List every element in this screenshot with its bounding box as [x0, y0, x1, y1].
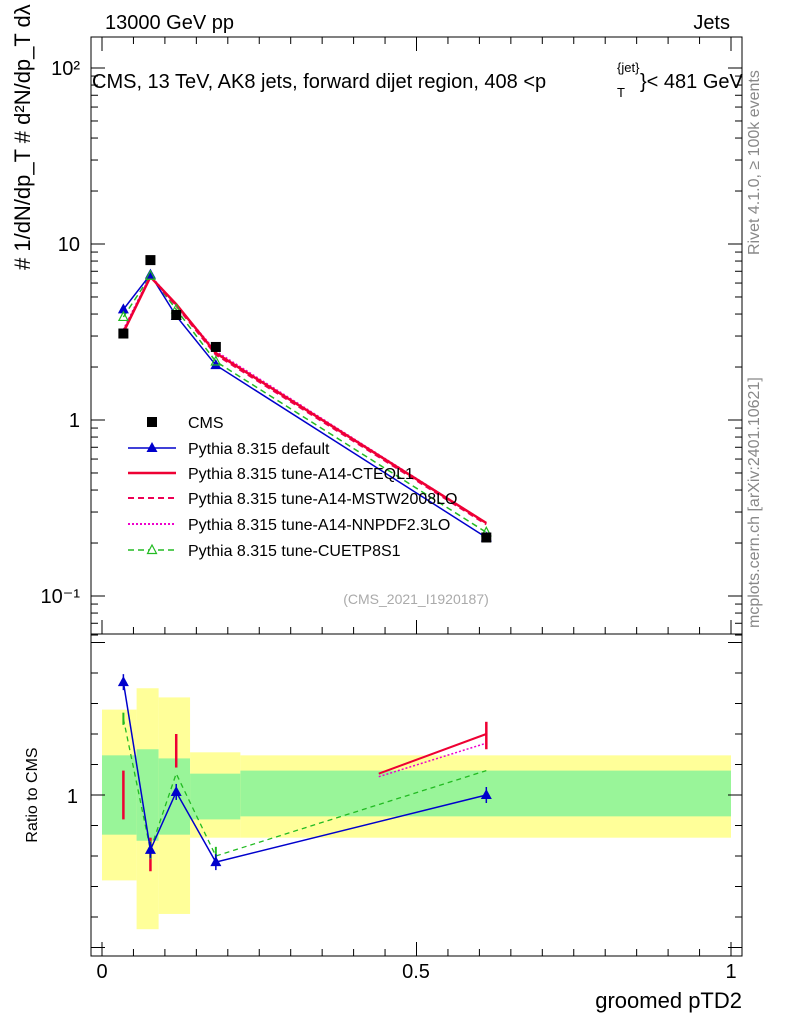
- legend-marker-cms: [147, 417, 157, 427]
- rivet-label: Rivet 4.1.0, ≥ 100k events: [746, 70, 763, 255]
- band-inner-1: [136, 749, 159, 841]
- band-inner-0: [102, 755, 137, 835]
- cms-point: [171, 309, 182, 320]
- ratio-tick-1: 1: [67, 786, 78, 808]
- y-axis-label-top: # 1/dN/dp_T # d²N/dp_T dλ: [10, 4, 35, 270]
- legend-label-cteql1: Pythia 8.315 tune-A14-CTEQL1: [188, 466, 414, 483]
- plot-title-main: CMS, 13 TeV, AK8 jets, forward dijet reg…: [92, 71, 546, 93]
- series-line-cuetp8s1: [122, 274, 487, 533]
- ratio-line-cuetp8s1: [122, 718, 487, 857]
- cuetp8s1-point: [117, 310, 129, 322]
- legend-label-nnpdf: Pythia 8.315 tune-A14-NNPDF2.3LO: [188, 517, 450, 534]
- default-point: [117, 303, 129, 314]
- y-axis-label-ratio: Ratio to CMS: [24, 747, 41, 842]
- plot-title-subscript: T: [617, 85, 625, 100]
- plot-title-superscript: {jet}: [617, 60, 640, 75]
- uncertainty-bands: [102, 688, 731, 930]
- legend-label-mstw: Pythia 8.315 tune-A14-MSTW2008LO: [188, 491, 457, 508]
- x-tick-0.5: 0.5: [402, 961, 430, 983]
- legend-label-cms: CMS: [188, 415, 224, 432]
- plot-title: CMS, 13 TeV, AK8 jets, forward dijet reg…: [92, 71, 546, 93]
- ratio-point-default: [144, 843, 156, 854]
- cms-point: [118, 328, 129, 339]
- cuetp8s1-point: [144, 269, 156, 280]
- default-point: [210, 359, 222, 370]
- data-series: [117, 255, 492, 872]
- legend-label-default: Pythia 8.315 default: [188, 441, 330, 458]
- legend-label-cuetp8s1: Pythia 8.315 tune-CUETP8S1: [188, 543, 401, 560]
- analysis-reference: (CMS_2021_I1920187): [343, 591, 489, 607]
- cuetp8s1-point: [210, 355, 222, 366]
- process-label: Jets: [693, 12, 730, 34]
- x-axis-label: groomed pTD2: [595, 988, 742, 1013]
- y-tick-10: 10: [58, 234, 80, 256]
- ratio-point-default: [210, 856, 222, 867]
- ratio-point-default: [480, 789, 492, 799]
- ratio-point-default: [170, 785, 182, 796]
- energy-label: 13000 GeV pp: [105, 12, 234, 34]
- legend-marker-default: [146, 442, 158, 452]
- mcplots-label: mcplots.cern.ch [arXiv:2401.10621]: [746, 377, 763, 628]
- y-tick-0.1: 10⁻¹: [41, 586, 81, 608]
- cms-point: [481, 532, 492, 543]
- legend: CMS Pythia 8.315 default Pythia 8.315 tune…: [128, 415, 457, 560]
- y-tick-1: 1: [69, 410, 80, 432]
- cms-point: [210, 341, 221, 352]
- legend-marker-cuetp8s1: [146, 543, 158, 555]
- ratio-line-cteql1: [378, 733, 487, 775]
- x-tick-1: 1: [725, 961, 736, 983]
- band-inner-3: [190, 773, 241, 820]
- ratio-point-default: [117, 676, 129, 687]
- x-tick-0: 0: [96, 961, 107, 983]
- plot-title-tail: }< 481 GeV: [640, 71, 744, 93]
- axis-ticks: [91, 37, 742, 956]
- cms-point: [145, 255, 156, 266]
- ratio-line-nnpdf: [378, 742, 487, 778]
- y-tick-100: 10²: [51, 58, 80, 80]
